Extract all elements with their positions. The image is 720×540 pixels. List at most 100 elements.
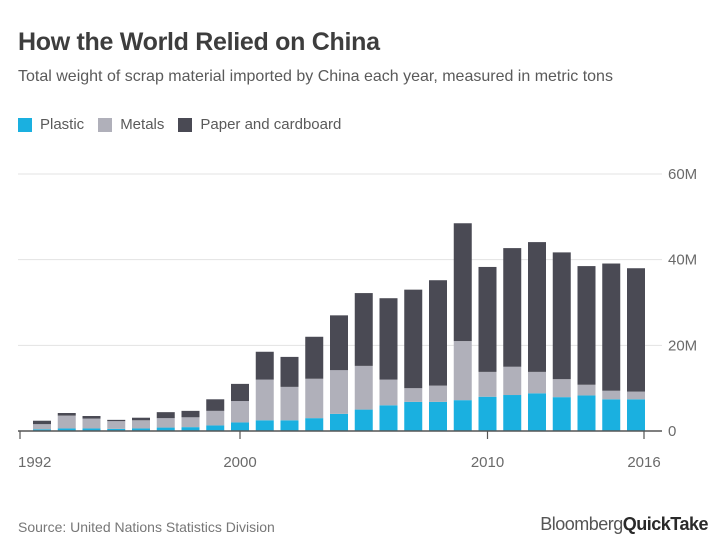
chart-title: How the World Relied on China [18,28,380,56]
legend-item-metals: Metals [98,116,164,133]
bar-segment-metals-2003 [305,378,324,419]
bar-segment-plastic-2010 [478,396,497,431]
bar-segment-metals-1994 [82,418,101,429]
bar-segment-plastic-2011 [503,395,522,431]
bar-segment-paper-2009 [453,223,472,342]
bar-segment-metals-1993 [57,415,76,429]
bar-segment-paper-2011 [503,248,522,367]
legend-swatch-plastic [18,117,32,132]
bar-segment-metals-1996 [132,420,150,429]
bar-segment-metals-1995 [107,421,126,429]
bar-segment-paper-2006 [379,298,398,380]
bar-segment-paper-1996 [132,417,150,421]
legend-swatch-paper [178,117,193,132]
bar-segment-metals-2000 [231,401,249,423]
bar-segment-metals-1999 [206,410,225,426]
bar-segment-paper-2010 [478,266,497,372]
bar-segment-plastic-2003 [305,418,324,431]
bar-segment-paper-1995 [107,419,126,422]
bar-segment-plastic-2013 [552,397,571,431]
bar-segment-metals-2005 [354,365,373,410]
x-tick-label: 2010 [471,454,504,471]
x-tick-label: 1992 [18,454,51,471]
bar-segment-paper-1999 [206,399,225,411]
bar-segment-metals-1997 [156,418,175,428]
bar-segment-plastic-2012 [528,393,546,431]
brand-name-quicktake: QuickTake [622,514,709,534]
bar-segment-metals-1992 [33,424,51,430]
bar-segment-paper-2003 [305,336,324,379]
bar-segment-metals-2009 [453,341,472,401]
bar-segment-metals-1998 [181,417,200,428]
bar-segment-plastic-1999 [206,425,225,431]
bar-segment-plastic-1992 [33,429,51,431]
bar-segment-metals-2010 [478,371,497,397]
x-tick-label: 2016 [627,454,660,471]
bar-segment-plastic-2005 [354,409,373,431]
bar-segment-metals-2006 [379,379,398,406]
chart-subtitle: Total weight of scrap material imported … [18,68,613,85]
bar-segment-plastic-2002 [280,420,299,431]
bar-segment-metals-2007 [404,388,423,402]
bar-segment-paper-1997 [156,412,175,419]
bar-segment-metals-2012 [528,371,546,394]
bar-segment-plastic-1993 [57,428,76,431]
bar-segment-paper-2008 [429,280,447,386]
bar-segment-metals-2016 [627,391,645,400]
bar-segment-plastic-1997 [156,427,175,431]
bar-segment-plastic-1998 [181,427,200,431]
bar-segment-paper-2012 [528,242,546,372]
y-tick-label: 40M [668,252,697,269]
legend-item-plastic: Plastic [18,116,84,133]
brand-logo: BloombergQuickTake [540,514,708,535]
bar-segment-plastic-2007 [404,401,423,431]
bar-segment-plastic-2006 [379,405,398,431]
bar-segment-plastic-1994 [82,428,101,431]
bar-segment-paper-1994 [82,416,101,419]
bar-segment-paper-2015 [602,263,621,391]
bar-segment-paper-1993 [57,413,76,416]
bar-segment-metals-2014 [577,384,596,396]
bar-segment-paper-2001 [255,351,274,380]
bar-segment-metals-2008 [429,385,447,402]
legend-item-paper: Paper and cardboard [178,116,341,133]
bar-segment-plastic-1996 [132,428,150,431]
bar-segment-paper-2007 [404,289,423,389]
brand-name-bloomberg: Bloomberg [540,514,623,534]
bar-segment-plastic-2000 [231,422,249,431]
bar-segment-paper-1992 [33,420,51,425]
bar-segment-paper-2016 [627,268,645,392]
legend-label-paper: Paper and cardboard [200,116,342,133]
bar-segment-plastic-2014 [577,395,596,431]
bar-segment-paper-2005 [354,293,373,366]
bar-segment-metals-2002 [280,386,299,421]
bar-segment-plastic-2009 [453,400,472,431]
bar-segment-plastic-2008 [429,401,447,431]
bar-segment-metals-2011 [503,366,522,396]
bar-segment-plastic-2001 [255,420,274,431]
legend-label-metals: Metals [120,116,165,133]
y-tick-label: 20M [668,337,697,354]
bar-segment-metals-2001 [255,379,274,421]
bar-segment-metals-2004 [330,370,348,414]
y-tick-label: 0 [668,423,676,440]
chart-legend: Plastic Metals Paper and cardboard [18,116,355,133]
bar-segment-paper-2004 [330,315,348,371]
bar-segment-paper-2002 [280,356,299,387]
legend-swatch-metals [98,117,113,132]
legend-label-plastic: Plastic [40,116,85,133]
bar-segment-plastic-2016 [627,399,645,431]
bar-segment-paper-1998 [181,410,200,418]
bar-segment-metals-2013 [552,379,571,398]
bar-segment-plastic-2015 [602,399,621,431]
source-note: Source: United Nations Statistics Divisi… [18,519,275,535]
bar-segment-plastic-1995 [107,428,126,431]
bar-segment-paper-2000 [231,383,249,402]
bar-segment-paper-2013 [552,252,571,380]
y-tick-label: 60M [668,166,697,183]
bar-segment-plastic-2004 [330,413,348,431]
bar-segment-paper-2014 [577,266,596,385]
bar-segment-metals-2015 [602,390,621,400]
x-tick-label: 2000 [223,454,256,471]
